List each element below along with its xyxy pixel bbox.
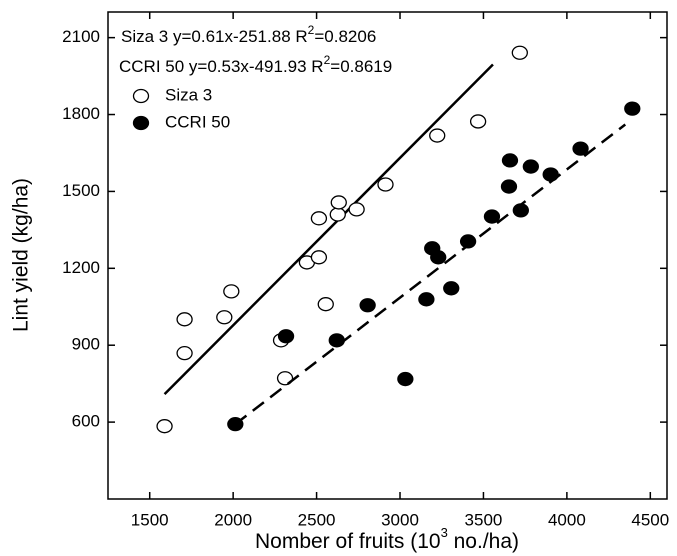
marker (156, 419, 173, 434)
x-tick-label: 4500 (631, 510, 669, 529)
marker (216, 310, 233, 325)
marker (511, 45, 528, 60)
legend-label: Siza 3 (165, 85, 212, 104)
marker (500, 179, 518, 194)
legend-marker (132, 88, 150, 104)
marker (418, 292, 435, 307)
marker (522, 159, 539, 174)
plot-frame (107, 11, 668, 500)
marker (227, 417, 244, 432)
x-axis-label: Nomber of fruits (103 no./ha) (255, 525, 519, 552)
marker (542, 167, 559, 182)
y-tick-label: 1800 (62, 104, 100, 123)
marker (443, 281, 460, 296)
x-label-tail: no./ha) (448, 530, 519, 553)
annotation: CCRI 50 y=0.53x-491.93 R2=0.8619 (119, 53, 392, 76)
marker (459, 234, 477, 249)
x-label-text: Nomber of fruits (10 (255, 530, 441, 553)
annotation-tail: =0.8206 (314, 27, 376, 46)
marker (501, 153, 519, 168)
x-tick-label: 2500 (298, 510, 336, 529)
x-tick-label: 1500 (131, 510, 169, 529)
marker (176, 346, 193, 361)
marker (397, 371, 414, 387)
annotation: Siza 3 y=0.61x-251.88 R2=0.8206 (121, 23, 376, 46)
marker (330, 195, 347, 210)
y-tick-label: 900 (72, 335, 100, 354)
legend-marker (132, 115, 150, 131)
marker (377, 177, 394, 192)
legend-label: CCRI 50 (165, 112, 230, 131)
annotation-tail: =0.8619 (330, 57, 392, 76)
marker (430, 250, 447, 265)
x-tick-label: 3000 (381, 510, 419, 529)
marker (277, 329, 295, 344)
marker (483, 209, 501, 224)
marker (310, 211, 328, 226)
y-tick-label: 2100 (62, 27, 100, 46)
annotation-sup: 2 (308, 23, 315, 37)
marker (359, 298, 376, 313)
marker (512, 203, 529, 218)
marker (429, 128, 446, 143)
marker (176, 312, 193, 327)
marker (624, 101, 641, 116)
x-tick-label: 3500 (465, 510, 503, 529)
marker (328, 333, 345, 348)
x-tick-label: 4000 (548, 510, 586, 529)
y-tick-label: 600 (72, 412, 100, 431)
trendline (234, 123, 627, 426)
marker (469, 114, 487, 129)
marker (329, 207, 346, 222)
y-tick-label: 1200 (62, 258, 100, 277)
annotation-text: CCRI 50 y=0.53x-491.93 R (119, 57, 324, 76)
marker (223, 284, 240, 299)
marker (317, 297, 334, 312)
annotation-sup: 2 (324, 53, 331, 67)
annotation-text: Siza 3 y=0.61x-251.88 R (121, 27, 308, 46)
y-tick-label: 1500 (62, 181, 100, 200)
y-axis-label: Lint yield (kg/ha) (10, 178, 33, 332)
marker (310, 250, 328, 265)
x-tick-label: 2000 (214, 510, 252, 529)
marker (572, 141, 589, 156)
x-label-sup: 3 (441, 525, 448, 540)
marker (348, 202, 365, 217)
trendline (163, 63, 494, 396)
